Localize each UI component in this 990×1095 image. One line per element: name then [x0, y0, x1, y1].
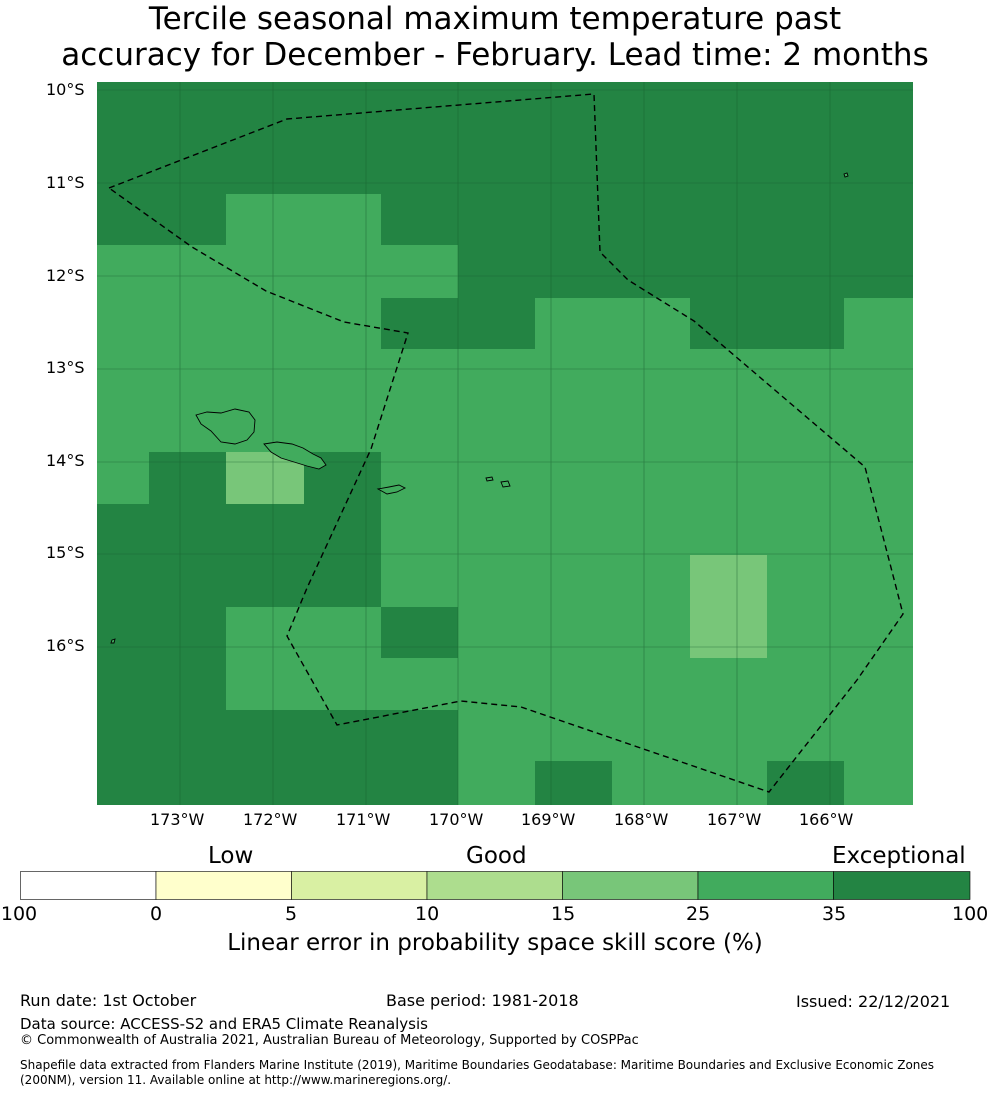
tutuila-island — [376, 484, 407, 495]
moderate-cells — [226, 452, 767, 658]
colorbar — [20, 871, 971, 900]
colorbar-segment — [697, 871, 834, 900]
cell-exceptional — [381, 607, 458, 658]
lon-label: 167°W — [707, 810, 762, 829]
tau-island — [500, 480, 511, 488]
cell-exceptional — [767, 761, 844, 805]
cell-exceptional — [97, 82, 913, 194]
lat-label: 11°S — [46, 173, 85, 192]
map-title-line2: accuracy for December - February. Lead t… — [61, 37, 929, 73]
coastlines — [110, 172, 849, 644]
colorbar-tick: 5 — [285, 903, 298, 925]
cell-exceptional — [149, 452, 226, 504]
colorbar-category-exceptional: Exceptional — [832, 843, 966, 869]
lon-label: 170°W — [429, 810, 484, 829]
cell-exceptional — [97, 194, 226, 245]
lon-label: 172°W — [243, 810, 298, 829]
lat-label: 15°S — [46, 543, 85, 562]
upolu-island — [263, 441, 327, 470]
colorbar-tick: 100 — [952, 903, 989, 925]
colorbar-tick: 15 — [551, 903, 576, 925]
cell-exceptional — [226, 710, 458, 805]
colorbar-segment — [833, 871, 971, 900]
lon-label: 166°W — [799, 810, 854, 829]
cell-exceptional — [535, 761, 612, 805]
cell-exceptional — [458, 245, 913, 298]
lat-label: 10°S — [46, 80, 85, 99]
lat-label: 14°S — [46, 451, 85, 470]
colorbar-tick: 0 — [150, 903, 163, 925]
colorbar-tick: -100 — [0, 903, 38, 925]
lat-label: 16°S — [46, 636, 85, 655]
cell-good — [226, 194, 381, 245]
small-islet — [110, 638, 116, 644]
base-period: Base period: 1981-2018 — [386, 991, 579, 1010]
map-title-line1: Tercile seasonal maximum temperature pas… — [148, 1, 842, 37]
cell-exceptional — [381, 194, 913, 245]
colorbar-label: Linear error in probability space skill … — [227, 930, 763, 956]
lon-label: 168°W — [614, 810, 669, 829]
lon-label: 171°W — [336, 810, 391, 829]
gridlines — [97, 82, 913, 805]
good-cells — [226, 194, 381, 245]
lat-label: 12°S — [46, 266, 85, 285]
swains-island — [843, 172, 849, 178]
savaii-island — [195, 408, 256, 445]
ofu-island — [485, 476, 494, 482]
issued-date: Issued: 22/12/2021 — [796, 992, 951, 1011]
cell-moderate — [690, 555, 767, 658]
cell-exceptional — [97, 607, 226, 805]
cell-exceptional — [97, 504, 381, 607]
data-source: Data source: ACCESS-S2 and ERA5 Climate … — [20, 1015, 428, 1033]
colorbar-segment — [562, 871, 699, 900]
lon-label: 173°W — [150, 810, 205, 829]
colorbar-tick: 25 — [686, 903, 711, 925]
colorbar-segment — [426, 871, 563, 900]
copyright: © Commonwealth of Australia 2021, Austra… — [20, 1033, 639, 1048]
eez-boundary — [108, 93, 904, 793]
exceptional-cells — [97, 82, 913, 805]
shapefile-credit-line1: Shapefile data extracted from Flanders M… — [20, 1058, 935, 1072]
colorbar-tick: 10 — [415, 903, 440, 925]
run-date: Run date: 1st October — [20, 991, 197, 1010]
colorbar-category-good: Good — [466, 843, 527, 869]
colorbar-tick: 35 — [822, 903, 847, 925]
lat-label: 13°S — [46, 358, 85, 377]
skill-map — [97, 82, 913, 805]
colorbar-segment — [291, 871, 428, 900]
colorbar-category-low: Low — [208, 843, 254, 869]
lon-label: 169°W — [521, 810, 576, 829]
colorbar-segment — [20, 871, 157, 900]
cell-exceptional — [690, 298, 844, 349]
shapefile-credit-line2: (200NM), version 11. Available online at… — [20, 1073, 452, 1087]
colorbar-segment — [155, 871, 292, 900]
